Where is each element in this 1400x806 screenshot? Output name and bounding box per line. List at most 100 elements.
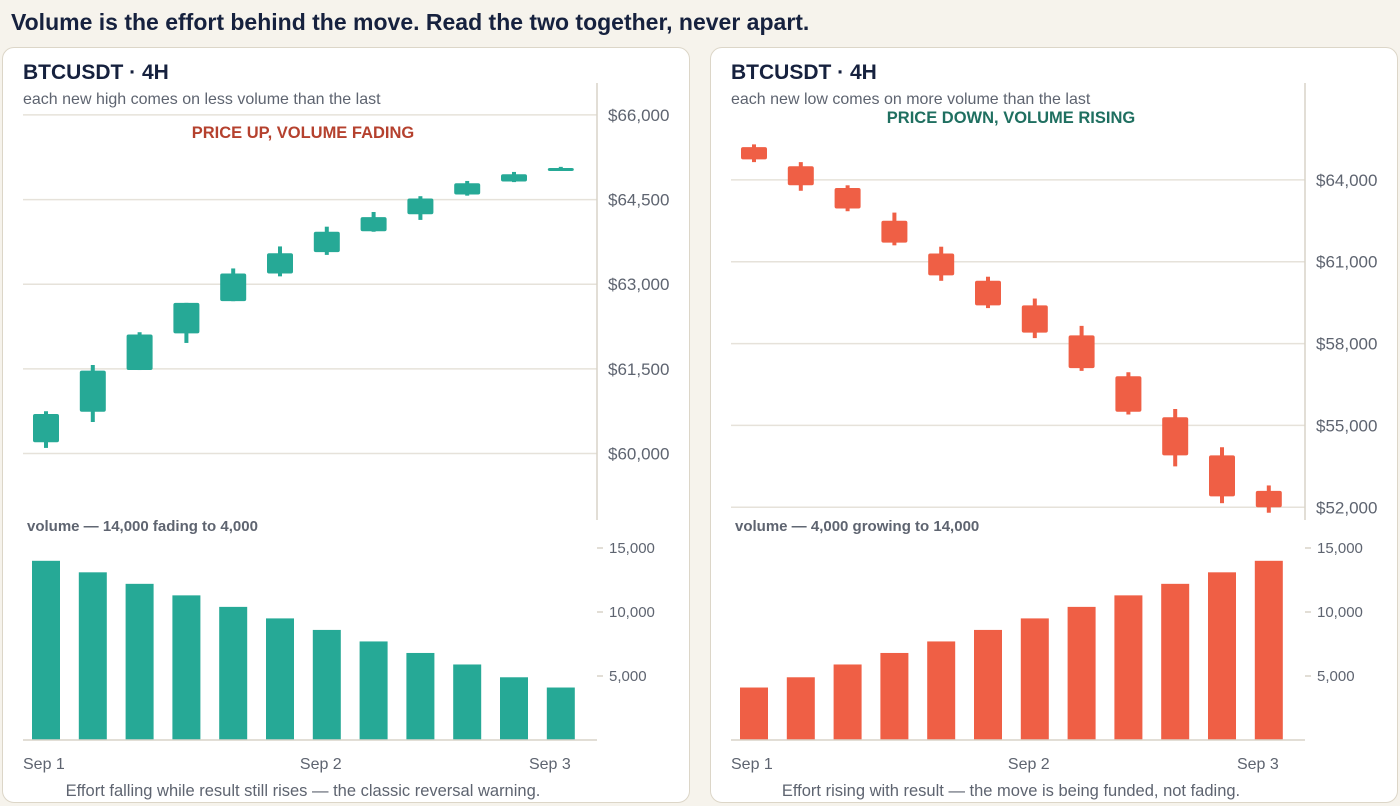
- candle-body: [741, 147, 767, 160]
- candle: [1115, 372, 1142, 415]
- candle: [501, 171, 527, 183]
- volume-label: volume — 4,000 growing to 14,000: [735, 518, 980, 535]
- x-tick-label: Sep 3: [1237, 756, 1279, 773]
- candle-body: [1068, 335, 1095, 369]
- price-tick-label: $55,000: [1316, 416, 1377, 435]
- candle-body: [1209, 455, 1235, 497]
- price-tick-label: $66,000: [608, 106, 669, 125]
- volume-bar: [1161, 583, 1190, 740]
- callout-price-up-volume-fading: PRICE UP, VOLUME FADING: [191, 124, 415, 142]
- candle-body: [407, 198, 434, 215]
- candle: [547, 166, 574, 171]
- panel-subtitle: each new low comes on more volume than t…: [731, 91, 1091, 108]
- candle: [787, 162, 814, 191]
- candle: [975, 276, 1001, 309]
- volume-bar: [833, 664, 862, 740]
- candle: [1068, 325, 1095, 371]
- volume-bar: [880, 652, 909, 740]
- volume-bar: [500, 677, 528, 740]
- candle: [834, 185, 861, 212]
- volume-bar: [1020, 618, 1049, 740]
- candle-body: [881, 220, 908, 243]
- candle: [1209, 447, 1235, 504]
- callout-price-down-volume-rising: PRICE DOWN, VOLUME RISING: [886, 109, 1136, 127]
- volume-bar: [1114, 595, 1143, 740]
- volume-bar: [125, 583, 154, 740]
- volume-bar: [786, 677, 815, 740]
- candle-body: [928, 253, 955, 276]
- footer-note: Effort falling while result still rises …: [65, 782, 541, 800]
- chart-panel-downtrend: BTCUSDT · 4H each new low comes on more …: [710, 47, 1398, 803]
- candle: [928, 246, 955, 281]
- candle: [407, 196, 434, 220]
- candle: [79, 364, 106, 422]
- panel-title: BTCUSDT · 4H: [731, 61, 877, 84]
- candle-body: [1021, 305, 1048, 333]
- candle: [741, 144, 767, 163]
- candle-body: [787, 166, 814, 186]
- candle: [220, 268, 247, 302]
- candle-body: [547, 167, 574, 171]
- candle: [33, 411, 59, 448]
- price-tick-label: $60,000: [608, 445, 669, 464]
- candle: [126, 332, 153, 371]
- candle-body: [126, 334, 153, 371]
- candle-body: [79, 370, 106, 412]
- price-tick-label: $64,000: [1316, 171, 1377, 190]
- x-tick-label: Sep 3: [529, 756, 571, 773]
- price-tick-label: $61,000: [1316, 253, 1377, 272]
- footer-note: Effort rising with result — the move is …: [781, 782, 1241, 800]
- x-tick-label: Sep 1: [731, 756, 773, 773]
- downtrend-chart: $64,000 $61,000 $58,000 $55,000 $52,000 15,00…: [731, 83, 1377, 773]
- panel-title: BTCUSDT · 4H: [23, 61, 169, 84]
- volume-bar: [219, 606, 248, 740]
- candle-body: [454, 183, 481, 195]
- volume-tick-label: 5,000: [1317, 668, 1355, 685]
- x-tick-label: Sep 2: [300, 756, 342, 773]
- candle-body: [501, 174, 527, 182]
- candle-body: [1255, 490, 1282, 508]
- volume-bar: [406, 652, 435, 740]
- volume-bar: [740, 687, 768, 740]
- volume-tick-label: 15,000: [1317, 540, 1363, 557]
- candle-body: [313, 231, 340, 253]
- volume-bar: [32, 560, 60, 740]
- volume-label: volume — 14,000 fading to 4,000: [27, 518, 258, 535]
- volume-bar: [974, 629, 1002, 740]
- candle: [1021, 298, 1048, 339]
- volume-bar: [266, 618, 294, 740]
- candle: [881, 212, 908, 246]
- panel-subtitle: each new high comes on less volume than …: [23, 91, 381, 108]
- volume-tick-label: 5,000: [609, 668, 647, 685]
- volume-bar: [546, 687, 575, 740]
- price-tick-label: $52,000: [1316, 498, 1377, 517]
- candle-body: [267, 253, 293, 274]
- price-tick-label: $64,500: [608, 191, 669, 210]
- volume-bar: [927, 641, 956, 740]
- candle-body: [1162, 417, 1189, 456]
- volume-bar: [312, 629, 341, 740]
- candle: [1162, 409, 1189, 467]
- volume-bar: [78, 572, 107, 740]
- volume-bar: [172, 595, 201, 740]
- candle: [173, 302, 200, 343]
- price-tick-label: $58,000: [1316, 335, 1377, 354]
- volume-bar: [359, 641, 388, 740]
- candle-body: [834, 188, 861, 209]
- candle: [454, 180, 481, 196]
- volume-bar: [1067, 606, 1096, 740]
- x-tick-label: Sep 2: [1008, 756, 1050, 773]
- volume-bar: [1254, 560, 1283, 740]
- candle: [360, 212, 387, 232]
- uptrend-chart: $66,000 $64,500 $63,000 $61,500 $60,000 15,00…: [23, 83, 669, 773]
- chart-panel-uptrend: BTCUSDT · 4H each new high comes on less…: [2, 47, 690, 803]
- candle: [267, 246, 293, 277]
- price-tick-label: $61,500: [608, 360, 669, 379]
- page-headline: Volume is the effort behind the move. Re…: [11, 9, 810, 35]
- candle-body: [220, 273, 247, 302]
- candle-body: [33, 414, 59, 443]
- price-tick-label: $63,000: [608, 275, 669, 294]
- candle-body: [173, 302, 200, 334]
- volume-tick-label: 15,000: [609, 540, 655, 557]
- volume-bar: [453, 664, 482, 740]
